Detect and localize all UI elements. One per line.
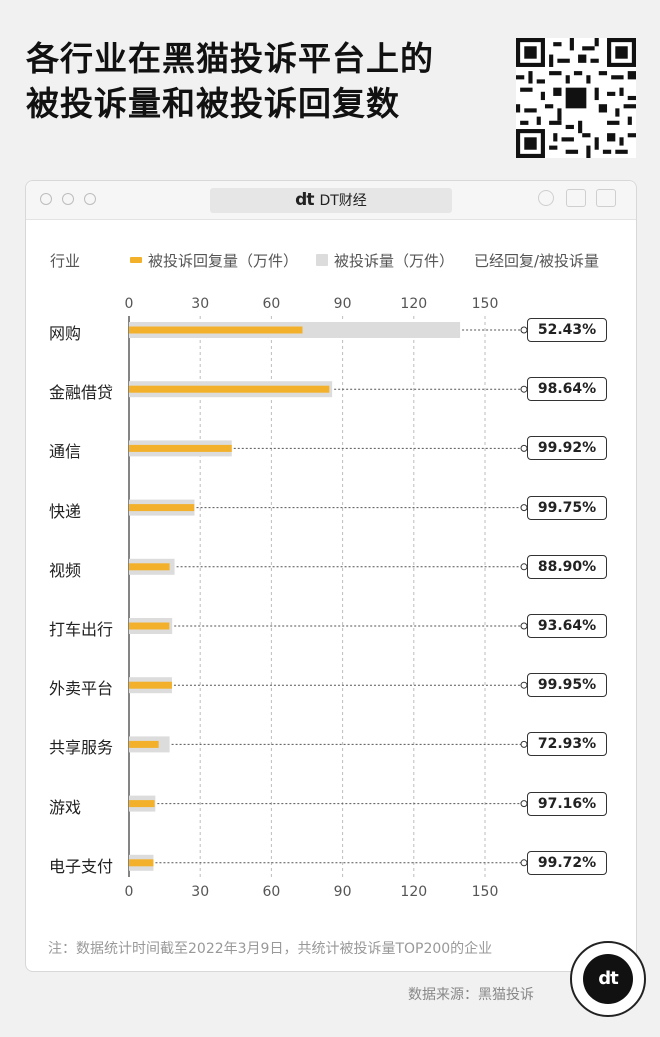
ratio-label: 99.75% xyxy=(527,495,607,520)
image-icon xyxy=(596,189,616,207)
category-label: 外卖平台 xyxy=(49,679,114,699)
close-dot-icon xyxy=(40,193,52,205)
ratio-label: 97.16% xyxy=(527,791,607,816)
category-label: 金融借贷 xyxy=(49,383,114,403)
x-tick-label-top: 0 xyxy=(125,296,134,312)
category-label: 打车出行 xyxy=(49,620,114,639)
legend-ratio: 已经回复/被投诉量 xyxy=(474,252,600,270)
record-icon xyxy=(538,190,554,206)
data-source: 数据来源：黑猫投诉 xyxy=(408,987,534,1003)
x-tick-label-top: 150 xyxy=(472,296,499,312)
ratio-label: 98.64% xyxy=(527,377,607,402)
legend-replies-swatch xyxy=(130,257,142,263)
camera-icon xyxy=(566,189,586,207)
category-label: 游戏 xyxy=(49,797,82,817)
replies-bar xyxy=(129,444,232,452)
replies-bar xyxy=(129,622,170,630)
brand-logo: dt xyxy=(295,190,314,210)
legend-complaints-swatch xyxy=(316,254,328,266)
replies-bar xyxy=(129,385,330,393)
category-label: 共享服务 xyxy=(49,738,114,758)
chart-title: 各行业在黑猫投诉平台上的 被投诉量和被投诉回复数 xyxy=(26,36,456,126)
x-tick-label-top: 90 xyxy=(334,296,352,312)
replies-bar xyxy=(129,800,155,808)
replies-bar xyxy=(129,681,172,689)
x-tick-label-top: 30 xyxy=(191,296,209,312)
legend-replies: 被投诉回复量（万件） xyxy=(148,252,299,270)
x-tick-label-bottom: 0 xyxy=(125,884,134,900)
title-line-2: 被投诉量和被投诉回复数 xyxy=(26,84,400,123)
replies-bar xyxy=(129,563,170,571)
qr-code xyxy=(516,38,636,158)
title-line-1: 各行业在黑猫投诉平台上的 xyxy=(26,39,434,78)
category-label: 网购 xyxy=(49,324,82,343)
x-tick-label-top: 120 xyxy=(400,296,427,312)
x-tick-label-bottom: 150 xyxy=(472,884,499,900)
maximize-dot-icon xyxy=(84,193,96,205)
ratio-label: 93.64% xyxy=(527,614,607,638)
brand-bar: dt DT财经 xyxy=(210,188,452,213)
replies-bar xyxy=(129,504,195,512)
category-label: 快递 xyxy=(49,501,82,521)
replies-bar xyxy=(129,740,159,748)
replies-bar xyxy=(129,326,303,334)
minimize-dot-icon xyxy=(62,193,74,205)
badge-logo: dt xyxy=(583,954,633,1004)
x-tick-label-bottom: 90 xyxy=(334,884,352,900)
ratio-label: 72.93% xyxy=(527,732,607,757)
x-tick-label-bottom: 30 xyxy=(191,884,209,900)
replies-bar xyxy=(129,859,154,867)
ratio-label: 99.72% xyxy=(527,850,607,875)
ratio-label: 99.92% xyxy=(527,436,607,461)
category-label: 通信 xyxy=(49,442,82,462)
brand-name: DT财经 xyxy=(319,193,367,209)
brand-badge: dt xyxy=(570,941,646,1017)
category-header: 行业 xyxy=(50,252,81,270)
window-titlebar: dt DT财经 xyxy=(26,181,636,220)
x-tick-label-bottom: 60 xyxy=(262,884,280,900)
ratio-label: 88.90% xyxy=(527,554,607,579)
category-label: 视频 xyxy=(49,560,82,580)
footnote: 注：数据统计时间截至2022年3月9日，共统计被投诉量TOP200的企业 xyxy=(48,941,493,957)
ratio-label: 99.95% xyxy=(527,673,607,698)
x-tick-label-top: 60 xyxy=(262,296,280,312)
x-tick-label-bottom: 120 xyxy=(400,884,427,900)
ratio-label: 52.43% xyxy=(527,318,607,342)
category-label: 电子支付 xyxy=(49,856,114,876)
legend-complaints: 被投诉量（万件） xyxy=(334,252,455,270)
